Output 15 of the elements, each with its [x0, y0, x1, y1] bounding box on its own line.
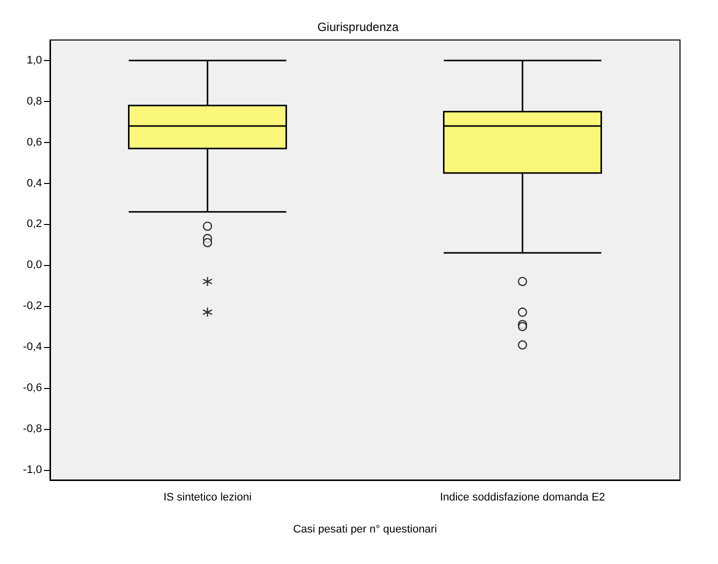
y-tick-label: 0,2 — [26, 218, 42, 230]
x-tick-label: Indice soddisfazione domanda E2 — [440, 492, 606, 504]
y-tick-label: 0,6 — [26, 136, 42, 148]
y-tick-label: -0,6 — [23, 382, 42, 394]
chart-title: Giurisprudenza — [317, 20, 400, 34]
y-tick-label: -1,0 — [23, 464, 42, 476]
y-tick-label: 0,4 — [26, 177, 42, 190]
y-tick-label: -0,8 — [23, 422, 42, 435]
y-tick-label: -0,2 — [23, 300, 42, 312]
y-tick-label: 1,0 — [26, 54, 42, 66]
y-tick-label: 0,0 — [26, 259, 42, 272]
x-axis-title: Casi pesati per n° questionari — [293, 524, 437, 536]
y-tick-label: 0,8 — [26, 95, 42, 108]
y-tick-label: -0,4 — [23, 340, 42, 353]
x-tick-label: IS sintetico lezioni — [163, 492, 252, 504]
